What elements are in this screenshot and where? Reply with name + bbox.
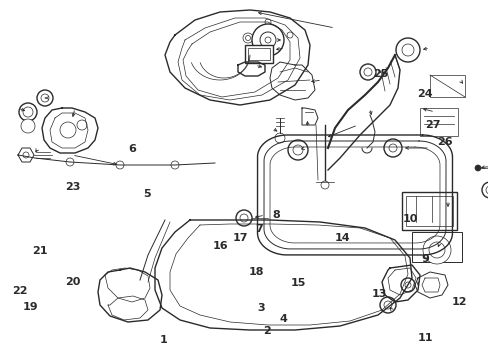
Circle shape — [251, 24, 284, 56]
Circle shape — [19, 103, 37, 121]
Circle shape — [395, 38, 419, 62]
Text: 9: 9 — [421, 254, 428, 264]
Bar — [405, 196, 452, 226]
Text: 11: 11 — [417, 333, 432, 343]
Circle shape — [37, 90, 53, 106]
Circle shape — [245, 36, 250, 40]
Circle shape — [240, 214, 247, 222]
Text: 13: 13 — [370, 289, 386, 300]
Text: 7: 7 — [255, 224, 263, 234]
Text: 3: 3 — [257, 303, 265, 313]
Text: 16: 16 — [212, 240, 227, 251]
Bar — [401, 192, 456, 230]
Text: 18: 18 — [248, 267, 264, 277]
Text: 1: 1 — [160, 335, 167, 345]
Circle shape — [359, 64, 375, 80]
Circle shape — [243, 33, 252, 43]
Circle shape — [116, 161, 124, 169]
Circle shape — [274, 133, 285, 143]
Circle shape — [383, 139, 401, 157]
Text: 8: 8 — [272, 210, 280, 220]
Bar — [419, 108, 457, 136]
Circle shape — [23, 107, 33, 117]
Text: 5: 5 — [142, 189, 150, 199]
Circle shape — [404, 282, 410, 288]
Text: 24: 24 — [417, 89, 432, 99]
Text: 10: 10 — [402, 214, 418, 224]
Circle shape — [320, 181, 328, 189]
Circle shape — [21, 119, 35, 133]
Circle shape — [379, 297, 395, 313]
Text: 19: 19 — [22, 302, 38, 312]
Circle shape — [77, 120, 87, 130]
Circle shape — [287, 140, 307, 160]
Text: 21: 21 — [32, 246, 48, 256]
Circle shape — [171, 161, 179, 169]
Text: 15: 15 — [290, 278, 305, 288]
Text: 23: 23 — [64, 182, 80, 192]
Text: 26: 26 — [436, 137, 452, 147]
Text: 2: 2 — [262, 326, 270, 336]
Text: 4: 4 — [279, 314, 287, 324]
Circle shape — [23, 152, 29, 158]
Circle shape — [60, 122, 76, 138]
Circle shape — [400, 278, 414, 292]
Bar — [411, 232, 461, 262]
Circle shape — [388, 144, 396, 152]
Circle shape — [264, 19, 270, 25]
Bar — [244, 45, 272, 63]
Text: 27: 27 — [424, 120, 440, 130]
Circle shape — [292, 145, 303, 155]
Circle shape — [481, 182, 488, 198]
Text: 14: 14 — [334, 233, 349, 243]
Circle shape — [401, 44, 413, 56]
Circle shape — [41, 94, 49, 102]
Text: 25: 25 — [372, 69, 387, 79]
Circle shape — [485, 186, 488, 194]
Text: 20: 20 — [64, 276, 80, 287]
Circle shape — [474, 165, 480, 171]
Circle shape — [264, 37, 270, 43]
Text: 12: 12 — [451, 297, 467, 307]
Bar — [429, 75, 464, 97]
Circle shape — [428, 242, 444, 258]
Text: 22: 22 — [12, 286, 27, 296]
Circle shape — [286, 32, 292, 38]
Circle shape — [383, 301, 391, 309]
Circle shape — [236, 210, 251, 226]
Circle shape — [363, 68, 371, 76]
Circle shape — [260, 32, 275, 48]
Bar — [247, 48, 269, 60]
Circle shape — [66, 158, 74, 166]
Circle shape — [422, 236, 450, 264]
Text: 6: 6 — [128, 144, 136, 154]
Text: 17: 17 — [232, 233, 248, 243]
